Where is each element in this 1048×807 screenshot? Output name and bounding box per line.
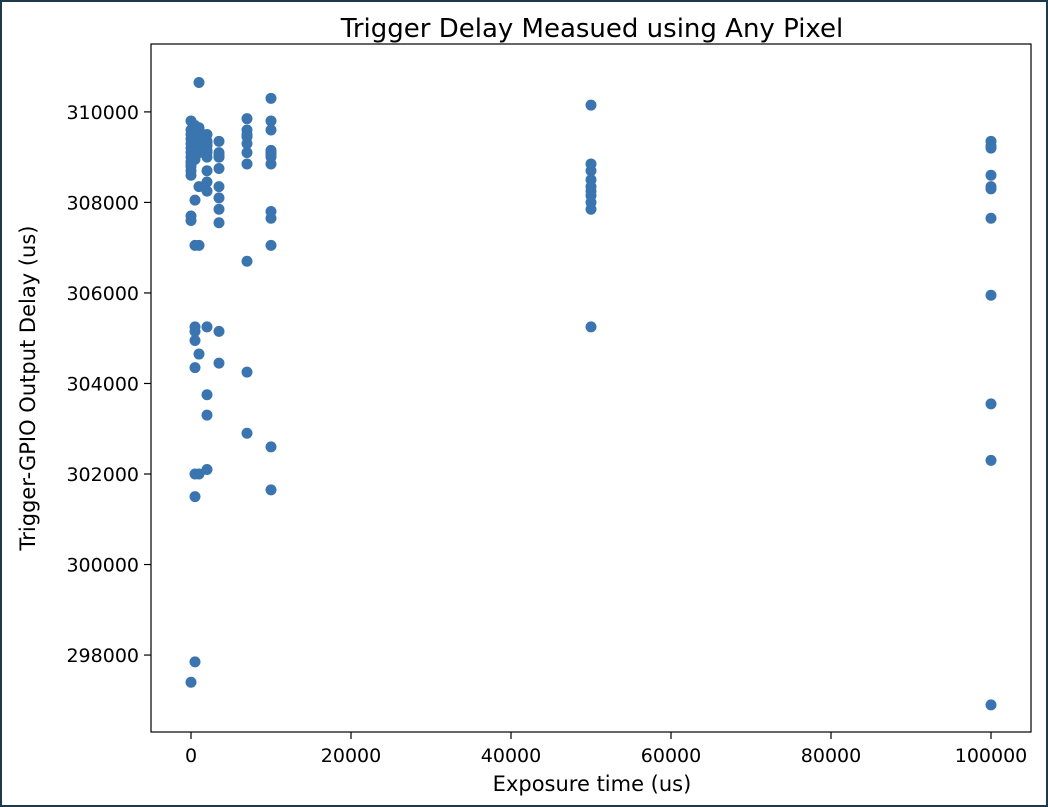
data-point bbox=[265, 441, 277, 453]
x-tick-label: 0 bbox=[185, 745, 197, 767]
data-point bbox=[201, 151, 213, 163]
data-point bbox=[189, 362, 201, 374]
data-point bbox=[213, 203, 225, 215]
data-point bbox=[213, 357, 225, 369]
x-tick-label: 40000 bbox=[481, 745, 541, 767]
data-point bbox=[241, 427, 253, 439]
data-point bbox=[585, 99, 597, 111]
data-point bbox=[193, 129, 205, 141]
y-tick-label: 300000 bbox=[66, 555, 139, 577]
y-tick-label: 308000 bbox=[66, 192, 139, 214]
data-points bbox=[185, 76, 997, 711]
data-point bbox=[985, 398, 997, 410]
data-point bbox=[189, 325, 201, 337]
data-point bbox=[213, 135, 225, 147]
data-point bbox=[213, 162, 225, 174]
data-point bbox=[201, 389, 213, 401]
data-point bbox=[189, 194, 201, 206]
data-point bbox=[265, 115, 277, 127]
y-tick-label: 304000 bbox=[66, 373, 139, 395]
data-point bbox=[241, 131, 253, 143]
x-tick-label: 60000 bbox=[641, 745, 701, 767]
data-point bbox=[201, 176, 213, 188]
data-point bbox=[201, 463, 213, 475]
plot-area-frame bbox=[150, 43, 1032, 733]
data-point bbox=[241, 255, 253, 267]
chart-title: Trigger Delay Measued using Any Pixel bbox=[340, 14, 843, 44]
data-point bbox=[189, 491, 201, 503]
y-axis-label: Trigger-GPIO Output Delay (us) bbox=[16, 226, 40, 552]
data-point bbox=[985, 212, 997, 224]
data-point bbox=[265, 484, 277, 496]
data-point bbox=[585, 321, 597, 333]
data-point bbox=[985, 289, 997, 301]
data-point bbox=[265, 158, 277, 170]
x-tick-label: 100000 bbox=[955, 745, 1028, 767]
data-point bbox=[213, 325, 225, 337]
data-point bbox=[265, 212, 277, 224]
x-axis-ticks: 0 20000 40000 60000 80000 100000 bbox=[185, 732, 1027, 767]
data-point bbox=[585, 185, 597, 197]
data-point bbox=[193, 239, 205, 251]
data-point bbox=[185, 215, 197, 227]
data-point bbox=[201, 165, 213, 177]
y-tick-label: 302000 bbox=[66, 464, 139, 486]
y-tick-label: 306000 bbox=[66, 283, 139, 305]
data-point bbox=[985, 183, 997, 195]
x-tick-label: 20000 bbox=[321, 745, 381, 767]
data-point bbox=[265, 92, 277, 104]
data-point bbox=[985, 169, 997, 181]
data-point bbox=[241, 158, 253, 170]
data-point bbox=[985, 142, 997, 154]
data-point bbox=[213, 181, 225, 193]
data-point bbox=[241, 113, 253, 125]
data-point bbox=[201, 321, 213, 333]
data-point bbox=[213, 151, 225, 163]
data-point bbox=[213, 192, 225, 204]
data-point bbox=[585, 165, 597, 177]
data-point bbox=[213, 217, 225, 229]
data-point bbox=[193, 468, 205, 480]
data-point bbox=[241, 366, 253, 378]
data-point bbox=[265, 239, 277, 251]
y-tick-label: 310000 bbox=[66, 102, 139, 124]
data-point bbox=[193, 181, 205, 193]
data-point bbox=[189, 334, 201, 346]
data-point bbox=[185, 169, 197, 181]
data-point bbox=[185, 676, 197, 688]
y-tick-label: 298000 bbox=[66, 645, 139, 667]
data-point bbox=[201, 409, 213, 421]
data-point bbox=[585, 203, 597, 215]
data-point bbox=[193, 76, 205, 88]
y-axis-ticks: 298000 300000 302000 304000 306000 308000 3100… bbox=[66, 102, 151, 667]
data-point bbox=[265, 124, 277, 136]
data-point bbox=[189, 656, 201, 668]
data-point bbox=[985, 699, 997, 711]
data-point bbox=[193, 348, 205, 360]
data-point bbox=[201, 185, 213, 197]
data-point bbox=[241, 147, 253, 159]
data-point bbox=[201, 138, 213, 150]
x-axis-label: Exposure time (us) bbox=[493, 772, 692, 796]
x-tick-label: 80000 bbox=[801, 745, 861, 767]
data-point bbox=[985, 454, 997, 466]
